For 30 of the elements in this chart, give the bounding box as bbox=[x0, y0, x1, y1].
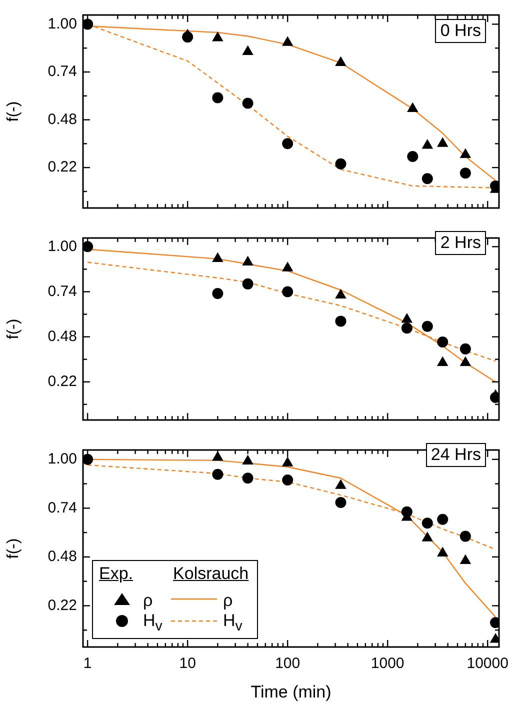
y-tick-label: 0.48 bbox=[48, 328, 77, 345]
x-tick-label: 10 bbox=[179, 655, 196, 672]
y-tick-label: 1.00 bbox=[48, 15, 77, 32]
annotation: 2 Hrs bbox=[435, 231, 486, 255]
y-tick-label: 0.74 bbox=[48, 499, 77, 516]
x-tick-label: 100 bbox=[275, 655, 300, 672]
x-tick-label: 10000 bbox=[466, 655, 508, 672]
y-axis-title: f(-) bbox=[5, 538, 22, 559]
x-axis-title: Time (min) bbox=[250, 682, 332, 702]
y-tick-label: 0.74 bbox=[48, 63, 77, 80]
x-tick-label: 1000 bbox=[370, 655, 404, 672]
y-tick-label: 0.74 bbox=[48, 282, 77, 300]
annotation: Exp. bbox=[99, 564, 134, 584]
y-tick-label: 0.48 bbox=[48, 548, 77, 566]
x-tick-label: 1 bbox=[83, 655, 92, 672]
y-tick-label: 1.00 bbox=[48, 238, 77, 255]
legend-label: ρ bbox=[143, 591, 154, 611]
y-tick-label: 0.22 bbox=[48, 596, 77, 614]
y-axis-title: f(-) bbox=[5, 318, 22, 340]
legend-label: H$_{v}$ bbox=[143, 611, 164, 635]
y-tick-label: 0.22 bbox=[48, 158, 77, 176]
annotation: 0 Hrs bbox=[435, 19, 486, 43]
y-axis-title: f(-) bbox=[5, 101, 22, 122]
legend-label: ρ bbox=[223, 591, 233, 611]
y-tick-label: 0.22 bbox=[48, 373, 77, 390]
y-tick-label: 0.48 bbox=[48, 110, 77, 128]
legend-label: H$_{v}$ bbox=[223, 611, 242, 635]
annotation: Kolsrauch bbox=[173, 564, 249, 584]
annotation: 24 Hrs bbox=[426, 443, 486, 467]
y-tick-label: 1.00 bbox=[48, 450, 77, 468]
